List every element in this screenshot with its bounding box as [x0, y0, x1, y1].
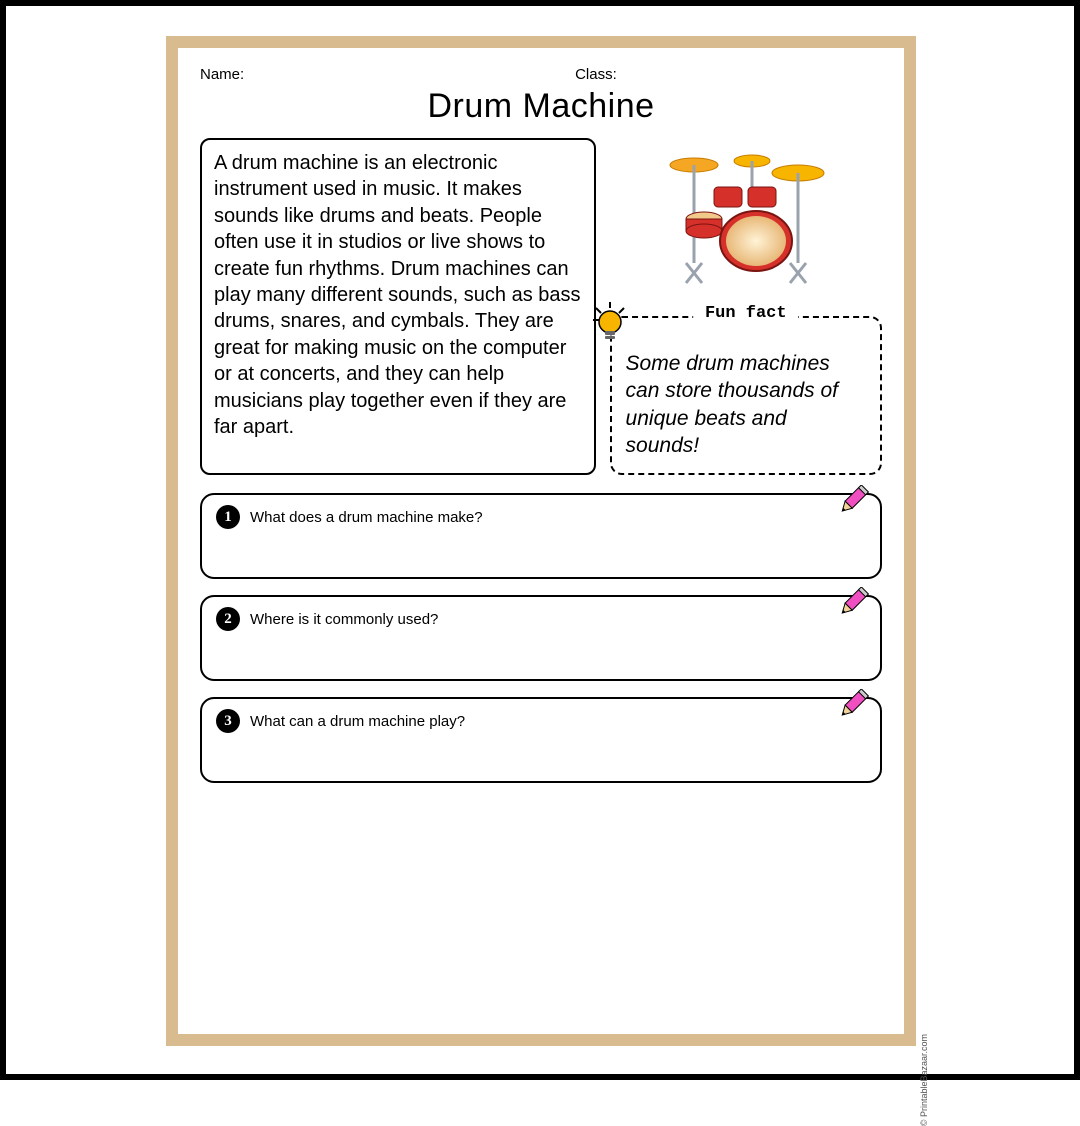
- question-text: What does a drum machine make?: [250, 509, 483, 526]
- worksheet-frame: Name: Class: Drum Machine A drum machine…: [166, 36, 916, 1046]
- copyright-text: © PrintableBazaar.com: [919, 1034, 929, 1126]
- question-number: 2: [216, 607, 240, 631]
- content-row: A drum machine is an electronic instrume…: [200, 138, 882, 475]
- question-number: 3: [216, 709, 240, 733]
- reading-passage: A drum machine is an electronic instrume…: [200, 138, 596, 475]
- worksheet-page: Name: Class: Drum Machine A drum machine…: [178, 48, 904, 1034]
- question-number: 1: [216, 505, 240, 529]
- question-box[interactable]: 2 Where is it commonly used?: [200, 595, 882, 681]
- pencil-icon: [836, 587, 874, 630]
- name-field[interactable]: Name:: [200, 66, 575, 83]
- drum-illustration: [610, 138, 882, 298]
- drum-kit-icon: [656, 143, 836, 293]
- question-box[interactable]: 1 What does a drum machine make?: [200, 493, 882, 579]
- header-row: Name: Class:: [200, 66, 882, 83]
- fun-fact-box: Fun fact Some drum machines can store th…: [610, 316, 882, 475]
- class-field[interactable]: Class:: [575, 66, 882, 83]
- question-text: Where is it commonly used?: [250, 611, 438, 628]
- pencil-icon: [836, 689, 874, 732]
- question-box[interactable]: 3 What can a drum machine play?: [200, 697, 882, 783]
- page-title: Drum Machine: [200, 87, 882, 126]
- right-column: Fun fact Some drum machines can store th…: [610, 138, 882, 475]
- lightbulb-icon: [590, 300, 630, 349]
- fun-fact-text: Some drum machines can store thousands o…: [626, 350, 866, 459]
- fun-fact-label: Fun fact: [693, 304, 799, 323]
- question-text: What can a drum machine play?: [250, 713, 465, 730]
- pencil-icon: [836, 485, 874, 528]
- questions-section: 1 What does a drum machine make? 2 Where…: [200, 493, 882, 783]
